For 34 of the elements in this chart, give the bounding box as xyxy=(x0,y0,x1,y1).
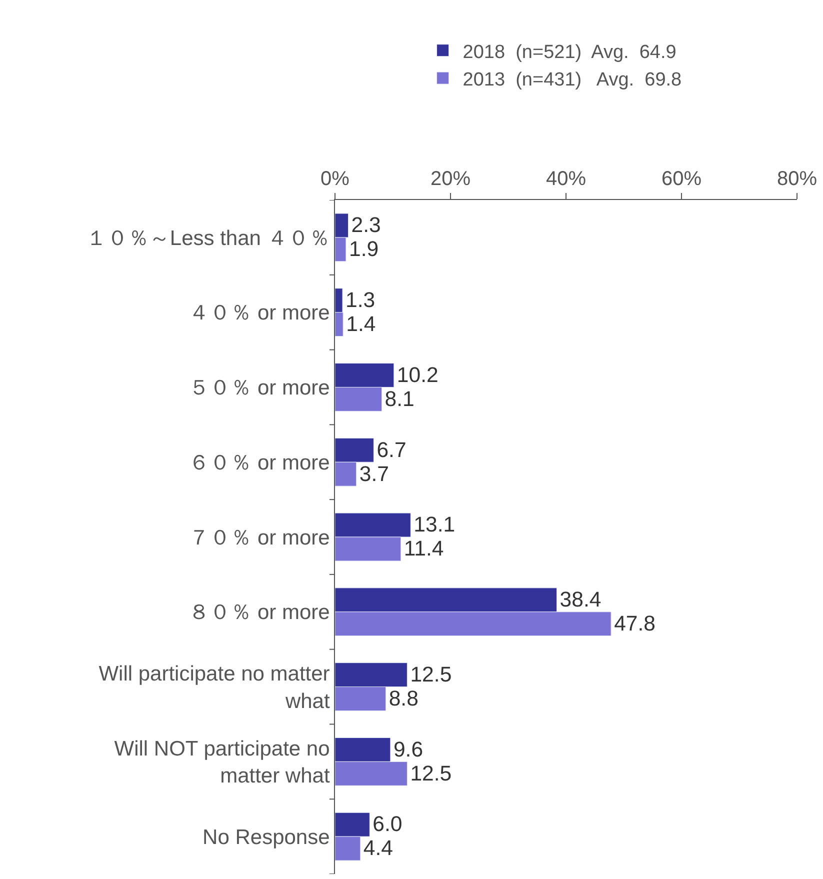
data-label: 47.8 xyxy=(614,612,656,636)
data-label: 11.4 xyxy=(404,536,444,561)
y-tick-label: ７０％ or more xyxy=(188,526,330,550)
x-tick-label: 60% xyxy=(661,168,702,190)
y-tick-label: ６０％ or more xyxy=(188,451,330,474)
y-tick-label: Will NOT participate no matter what xyxy=(114,737,330,788)
data-label: 12.5 xyxy=(410,761,452,786)
data-label: 9.6 xyxy=(393,737,424,762)
x-tick-label: 80% xyxy=(776,168,818,190)
x-tick-label: 20% xyxy=(430,168,471,190)
data-label: 6.0 xyxy=(372,812,402,836)
y-tick-label: ４０％ or more xyxy=(188,302,330,325)
legend-label: 2018 (n=521) Avg. 64.9 xyxy=(462,42,676,63)
y-tick-label: ５０％ or more xyxy=(188,376,330,400)
data-label: 4.4 xyxy=(363,836,394,860)
data-label: 1.3 xyxy=(346,288,376,312)
data-label: 1.4 xyxy=(346,312,376,336)
data-label: 13.1 xyxy=(414,512,456,537)
data-label: 1.9 xyxy=(348,237,379,262)
legend-label: 2013 (n=431) Avg. 69.8 xyxy=(462,69,682,90)
data-label: 6.7 xyxy=(376,438,406,462)
data-label: 2.3 xyxy=(351,213,381,238)
y-tick-label: ８０％ or more xyxy=(188,601,330,624)
y-tick-label: Will participate no matter what xyxy=(98,662,330,713)
y-tick-label: No Response xyxy=(202,826,330,849)
x-tick-label: 40% xyxy=(546,168,586,190)
data-label: 8.1 xyxy=(384,386,414,411)
data-label: 8.8 xyxy=(388,686,418,710)
data-label: 10.2 xyxy=(396,362,438,387)
data-label: 12.5 xyxy=(410,662,452,686)
data-label: 3.7 xyxy=(359,462,389,486)
x-tick-label: 0% xyxy=(320,168,350,190)
data-label: 38.4 xyxy=(560,588,602,612)
y-tick-label: １０％～Less than ４０％ xyxy=(86,226,330,250)
